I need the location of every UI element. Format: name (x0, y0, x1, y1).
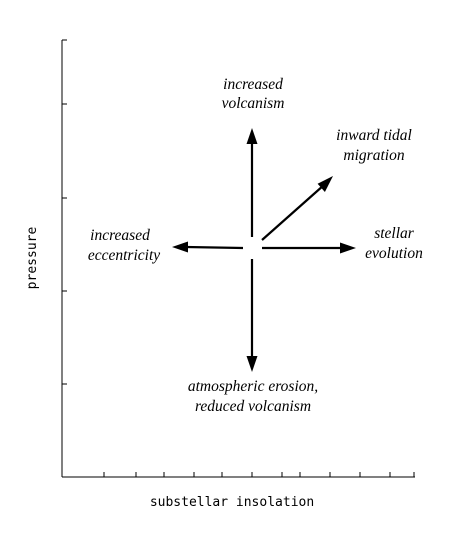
axes (61, 39, 415, 478)
y-axis-label: pressure (25, 227, 40, 290)
label-left-line2: eccentricity (88, 247, 160, 264)
label-up-line2: volcanism (222, 95, 285, 112)
arrow-up-right-head (317, 176, 333, 192)
label-up-line1: increased (223, 76, 283, 93)
annotations: increased volcanism inward tidal migrati… (88, 76, 423, 415)
arrow-down-head (246, 356, 258, 372)
arrows (172, 128, 356, 372)
label-right-line2: evolution (365, 245, 423, 262)
arrow-up-right (261, 184, 325, 241)
label-left-line1: increased (90, 227, 150, 244)
arrow-right-head (340, 242, 356, 254)
label-up-right-line2: migration (343, 147, 404, 164)
arrow-up-head (246, 128, 258, 144)
arrow-left-head (172, 241, 188, 253)
label-down-line2: reduced volcanism (195, 398, 311, 415)
x-axis-label: substellar insolation (150, 495, 314, 510)
label-right-line1: stellar (374, 225, 415, 242)
label-down-line1: atmospheric erosion, (188, 378, 318, 395)
label-up-right-line1: inward tidal (336, 127, 412, 144)
arrow-left (185, 245, 244, 250)
